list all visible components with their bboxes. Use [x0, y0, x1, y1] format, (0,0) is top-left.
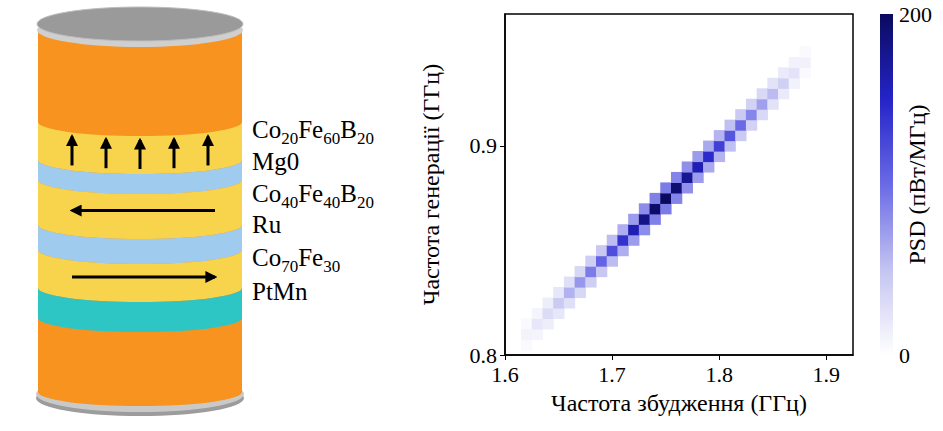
svg-text:1.7: 1.7	[598, 362, 626, 387]
svg-text:Co20Fe60B20: Co20Fe60B20	[252, 116, 374, 148]
svg-text:Mg0: Mg0	[252, 148, 299, 175]
svg-text:Частота збудження (ГГц): Частота збудження (ГГц)	[551, 390, 807, 416]
svg-text:0.8: 0.8	[469, 342, 497, 368]
svg-text:1.9: 1.9	[812, 362, 840, 387]
svg-text:PSD (пВт/МГц): PSD (пВт/МГц)	[904, 104, 930, 264]
svg-text:Ru: Ru	[252, 211, 282, 238]
svg-text:Co40Fe40B20: Co40Fe40B20	[252, 180, 374, 212]
svg-text:Co70Fe30: Co70Fe30	[252, 244, 340, 276]
svg-text:0: 0	[899, 343, 910, 368]
svg-text:200: 200	[899, 2, 932, 27]
svg-text:1.8: 1.8	[705, 362, 733, 387]
svg-text:1.6: 1.6	[491, 362, 519, 387]
svg-text:0.9: 0.9	[470, 133, 498, 158]
svg-text:Частота генерації (ГГц): Частота генерації (ГГц)	[418, 64, 444, 305]
svg-text:PtMn: PtMn	[252, 278, 308, 305]
